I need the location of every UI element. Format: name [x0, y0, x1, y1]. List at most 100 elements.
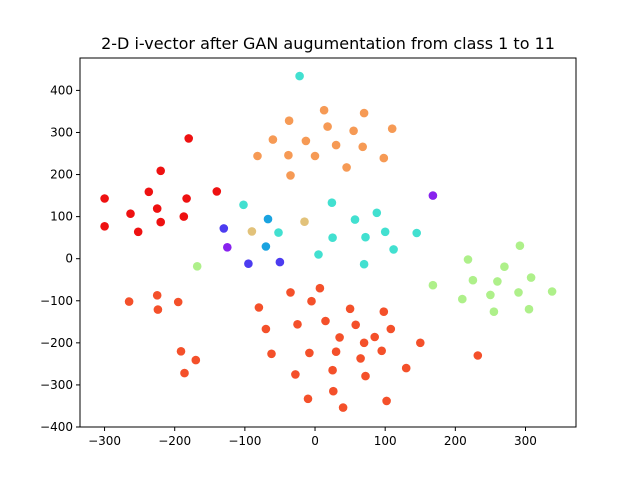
data-point — [458, 294, 467, 304]
data-point — [253, 151, 262, 161]
data-point — [219, 224, 229, 233]
data-point — [153, 305, 163, 314]
data-point — [412, 228, 422, 238]
data-point — [124, 297, 134, 306]
data-points — [100, 71, 557, 412]
data-point — [182, 194, 191, 203]
data-point — [473, 351, 483, 360]
data-point — [261, 242, 271, 251]
x-tick-label: −200 — [158, 434, 191, 448]
data-point — [173, 297, 183, 307]
data-point — [489, 307, 499, 317]
data-point — [315, 283, 325, 293]
data-point — [526, 273, 536, 282]
data-point — [377, 346, 387, 356]
plot-frame — [79, 57, 577, 428]
data-point — [191, 355, 201, 365]
x-axis: −300 −200 −100 0 100 200 300 — [88, 427, 537, 448]
data-point — [184, 134, 193, 143]
data-point — [126, 209, 135, 218]
data-point — [284, 116, 294, 125]
data-point — [349, 126, 358, 136]
x-tick-label: −300 — [88, 434, 121, 448]
data-point — [468, 275, 478, 285]
y-tick-label: −200 — [40, 336, 73, 350]
data-point — [156, 166, 165, 176]
data-point — [180, 368, 189, 378]
data-point — [314, 250, 323, 259]
data-point — [428, 191, 438, 200]
data-point — [310, 151, 320, 161]
data-point — [239, 200, 248, 210]
data-point — [176, 347, 186, 356]
data-point — [212, 187, 222, 196]
x-tick-label: 200 — [444, 434, 467, 448]
data-point — [331, 140, 341, 150]
data-point — [370, 332, 380, 342]
data-point — [284, 150, 293, 160]
data-point — [379, 307, 389, 317]
data-point — [524, 304, 534, 314]
data-point — [514, 288, 523, 297]
x-tick-label: 100 — [374, 434, 397, 448]
data-point — [389, 245, 398, 254]
data-point — [286, 288, 295, 297]
data-point — [323, 122, 332, 131]
data-point — [387, 124, 397, 133]
data-point — [192, 262, 202, 271]
data-point — [267, 349, 276, 359]
data-point — [275, 257, 285, 267]
data-point — [223, 243, 232, 252]
data-point — [144, 187, 154, 197]
y-tick-label: 400 — [50, 83, 73, 97]
data-point — [328, 365, 337, 375]
data-point — [179, 212, 189, 221]
data-point — [372, 208, 382, 218]
data-point — [547, 287, 557, 296]
data-point — [359, 108, 369, 118]
x-tick-label: 0 — [311, 434, 319, 448]
data-point — [428, 280, 438, 290]
data-point — [359, 338, 369, 348]
y-tick-label: −300 — [40, 378, 73, 392]
data-point — [338, 403, 348, 412]
data-point — [295, 71, 304, 81]
data-point — [303, 394, 313, 404]
data-point — [300, 217, 309, 226]
data-point — [100, 222, 109, 231]
data-point — [100, 194, 109, 203]
data-point — [380, 227, 390, 237]
y-tick-label: 200 — [50, 168, 73, 182]
data-point — [379, 153, 389, 163]
data-point — [261, 324, 271, 334]
data-point — [307, 296, 316, 306]
data-point — [329, 386, 338, 396]
y-tick-label: 300 — [50, 125, 73, 139]
data-point — [515, 241, 525, 250]
y-axis: −400 −300 −200 −100 0 100 200 300 400 — [40, 83, 80, 434]
data-point — [293, 320, 302, 329]
y-tick-label: 0 — [65, 252, 73, 266]
data-point — [350, 215, 360, 224]
data-point — [319, 105, 329, 115]
y-tick-label: −400 — [40, 420, 73, 434]
data-point — [291, 370, 300, 379]
data-point — [328, 233, 337, 242]
data-point — [321, 316, 330, 326]
data-point — [493, 277, 502, 286]
data-point — [244, 259, 253, 269]
x-tick-label: −100 — [228, 434, 261, 448]
data-point — [133, 227, 143, 237]
data-point — [254, 303, 264, 312]
chart-title: 2-D i-vector after GAN augumentation fro… — [101, 34, 555, 53]
data-point — [152, 204, 162, 213]
data-point — [247, 227, 257, 236]
data-point — [263, 214, 273, 224]
data-point — [416, 338, 425, 348]
data-point — [486, 290, 495, 300]
y-tick-label: 100 — [50, 210, 73, 224]
data-point — [386, 324, 396, 334]
data-point — [335, 333, 344, 342]
data-point — [274, 228, 283, 237]
